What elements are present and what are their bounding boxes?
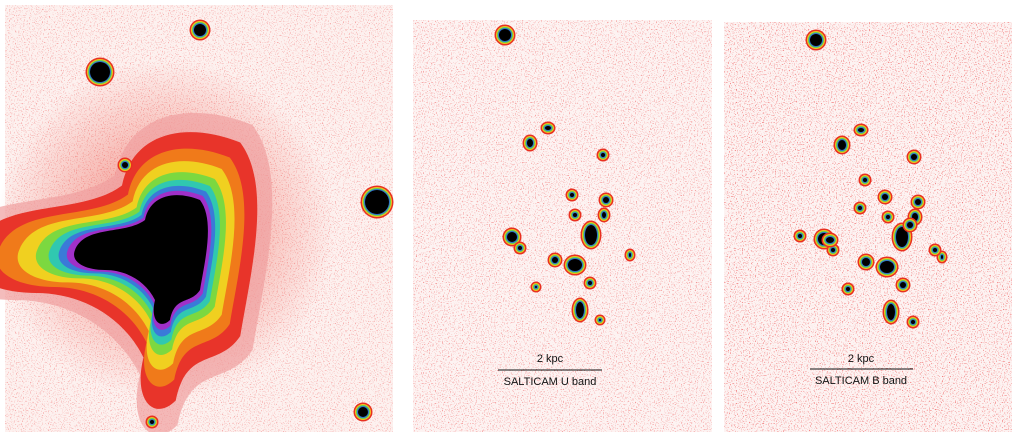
source — [588, 281, 592, 285]
source — [858, 128, 864, 132]
source — [941, 255, 943, 259]
source — [545, 126, 551, 130]
source — [601, 153, 605, 157]
panel-b — [724, 22, 1012, 432]
source — [887, 304, 895, 320]
source — [838, 140, 846, 150]
source — [911, 154, 917, 160]
source — [518, 246, 522, 250]
source — [911, 320, 915, 324]
source — [862, 258, 870, 266]
source — [602, 212, 606, 218]
source — [576, 302, 584, 318]
scale-bar-label: 2 kpc — [848, 353, 875, 365]
source — [499, 29, 511, 41]
band-label: SALTICAM B band — [815, 375, 907, 387]
source — [846, 287, 850, 291]
source — [826, 237, 834, 243]
band-label: SALTICAM U band — [504, 376, 597, 388]
source — [552, 257, 558, 263]
source — [603, 197, 609, 203]
source — [880, 261, 894, 273]
source — [810, 34, 822, 46]
source — [882, 194, 888, 200]
panel-left — [0, 5, 393, 432]
source — [507, 232, 517, 242]
source — [585, 225, 597, 245]
figure: 2 kpc SALTICAM U band 2 kpc SALTICAM B b… — [0, 0, 1014, 432]
source — [570, 193, 574, 197]
source — [907, 222, 913, 228]
source — [629, 253, 631, 257]
source — [858, 206, 862, 210]
source — [122, 162, 128, 168]
source — [573, 213, 577, 217]
source — [527, 139, 533, 147]
source — [90, 62, 110, 82]
source — [599, 319, 601, 321]
source — [900, 282, 906, 288]
source — [915, 199, 921, 205]
source — [798, 234, 802, 238]
source — [194, 24, 206, 36]
source — [150, 420, 154, 424]
source — [863, 178, 867, 182]
source — [933, 248, 937, 252]
scale-bar-label: 2 kpc — [537, 353, 564, 365]
source — [535, 286, 537, 288]
source — [568, 259, 582, 271]
source — [358, 407, 368, 417]
source — [886, 215, 890, 219]
source — [831, 248, 835, 252]
source — [365, 190, 389, 214]
